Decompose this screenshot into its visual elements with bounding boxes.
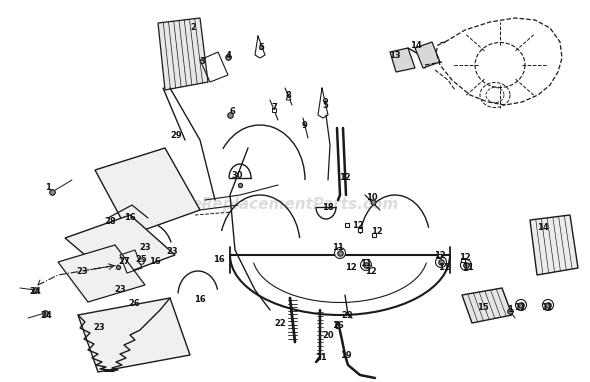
- Polygon shape: [78, 298, 190, 372]
- Text: 23: 23: [139, 243, 151, 253]
- Text: 11: 11: [462, 264, 474, 272]
- Text: 2: 2: [190, 24, 196, 32]
- Text: 12: 12: [352, 222, 364, 230]
- Text: 10: 10: [366, 194, 378, 202]
- Text: 11: 11: [514, 304, 526, 312]
- Text: 19: 19: [340, 351, 352, 359]
- Text: 16: 16: [213, 256, 225, 264]
- Text: 18: 18: [322, 202, 334, 212]
- Circle shape: [542, 299, 553, 311]
- Text: 12: 12: [459, 254, 471, 262]
- Polygon shape: [95, 148, 200, 235]
- Text: 12: 12: [371, 227, 383, 235]
- Text: 14: 14: [537, 222, 549, 231]
- Text: 16: 16: [124, 214, 136, 222]
- Text: 26: 26: [128, 298, 140, 308]
- Text: 16: 16: [194, 296, 206, 304]
- Polygon shape: [390, 48, 415, 72]
- Text: 22: 22: [274, 319, 286, 327]
- Text: 29: 29: [170, 131, 182, 141]
- Text: 23: 23: [114, 285, 126, 295]
- Circle shape: [461, 259, 471, 270]
- Polygon shape: [158, 18, 208, 90]
- Text: 7: 7: [271, 104, 277, 113]
- Text: 13: 13: [389, 50, 401, 60]
- Text: 24: 24: [40, 311, 52, 320]
- Text: 21: 21: [315, 353, 327, 363]
- Text: 12: 12: [339, 173, 351, 183]
- Text: 23: 23: [76, 267, 88, 277]
- Text: 28: 28: [104, 217, 116, 227]
- Text: 1: 1: [507, 306, 513, 314]
- Text: 23: 23: [93, 324, 105, 332]
- Text: 1: 1: [45, 183, 51, 193]
- Text: 12: 12: [345, 264, 357, 272]
- Text: eReplacementParts.com: eReplacementParts.com: [191, 197, 399, 212]
- Circle shape: [360, 259, 372, 270]
- Text: 3: 3: [199, 58, 205, 66]
- Text: 24: 24: [29, 288, 41, 296]
- Text: 16: 16: [332, 320, 344, 330]
- Text: 25: 25: [135, 254, 147, 264]
- Text: 12: 12: [365, 267, 377, 277]
- Text: 23: 23: [166, 246, 178, 256]
- Text: 8: 8: [285, 92, 291, 100]
- Polygon shape: [530, 215, 578, 275]
- Text: 16: 16: [149, 257, 161, 267]
- Text: 27: 27: [118, 256, 130, 265]
- Polygon shape: [462, 288, 512, 323]
- Polygon shape: [58, 245, 145, 302]
- Text: 30: 30: [231, 170, 242, 180]
- Text: 29: 29: [341, 311, 353, 320]
- Text: 5: 5: [322, 100, 328, 110]
- Text: 5: 5: [258, 44, 264, 52]
- Text: 11: 11: [360, 259, 372, 267]
- Text: 11: 11: [332, 243, 344, 251]
- Polygon shape: [415, 42, 440, 68]
- Circle shape: [435, 256, 447, 267]
- Text: 12: 12: [434, 251, 446, 259]
- Text: 15: 15: [477, 303, 489, 311]
- Circle shape: [335, 248, 346, 259]
- Circle shape: [516, 299, 526, 311]
- Text: 14: 14: [410, 42, 422, 50]
- Text: 6: 6: [229, 107, 235, 117]
- Text: 11: 11: [541, 304, 553, 312]
- Text: 11: 11: [438, 262, 450, 272]
- Text: 9: 9: [302, 120, 308, 129]
- Text: 4: 4: [225, 50, 231, 60]
- Polygon shape: [65, 215, 175, 278]
- Text: 20: 20: [322, 332, 334, 340]
